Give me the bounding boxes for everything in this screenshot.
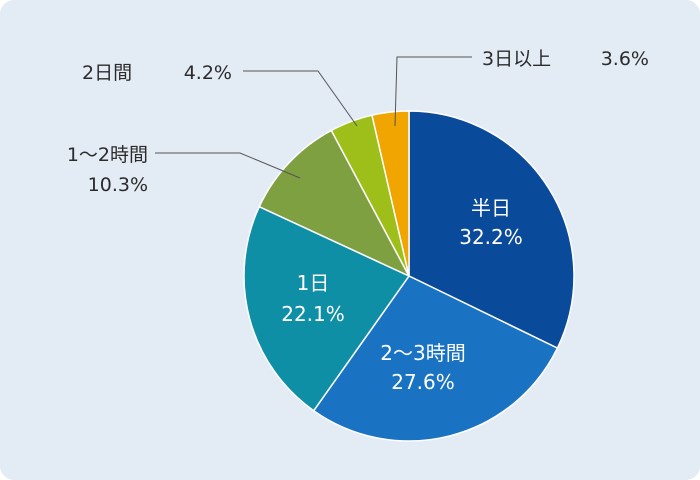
pie-slice-3-days-plus	[371, 110, 410, 277]
leader-lines	[155, 56, 472, 179]
label-1-2-hours-value: 10.3%	[88, 174, 148, 196]
label-1-day-name: 1日	[297, 271, 330, 295]
leader-line-1-2-hours	[155, 152, 301, 179]
leader-line-3-days-plus	[394, 56, 472, 127]
pie-slices	[243, 110, 575, 442]
label-3-days-plus-name: 3日以上	[482, 48, 551, 70]
pie-slice-half-day	[408, 110, 575, 350]
slice-labels: 半日 32.2% 2〜3時間 27.6% 1日 22.1% 1〜2時間 10.3…	[67, 48, 649, 394]
label-half-day-name: 半日	[471, 196, 511, 220]
label-2-days-name: 2日間	[82, 62, 132, 84]
leader-line-2-days	[243, 70, 358, 127]
label-3-days-plus-value: 3.6%	[601, 48, 649, 70]
pie-slice-1-2-hours	[258, 129, 411, 278]
label-1-2-hours-name: 1〜2時間	[67, 144, 148, 166]
label-2-3-hours-name: 2〜3時間	[380, 341, 465, 365]
label-2-3-hours-value: 27.6%	[391, 370, 455, 394]
pie-slice-2-3-hours	[312, 275, 559, 442]
label-1-day-value: 22.1%	[281, 302, 345, 326]
label-half-day-value: 32.2%	[459, 225, 523, 249]
label-2-days-value: 4.2%	[184, 62, 232, 84]
